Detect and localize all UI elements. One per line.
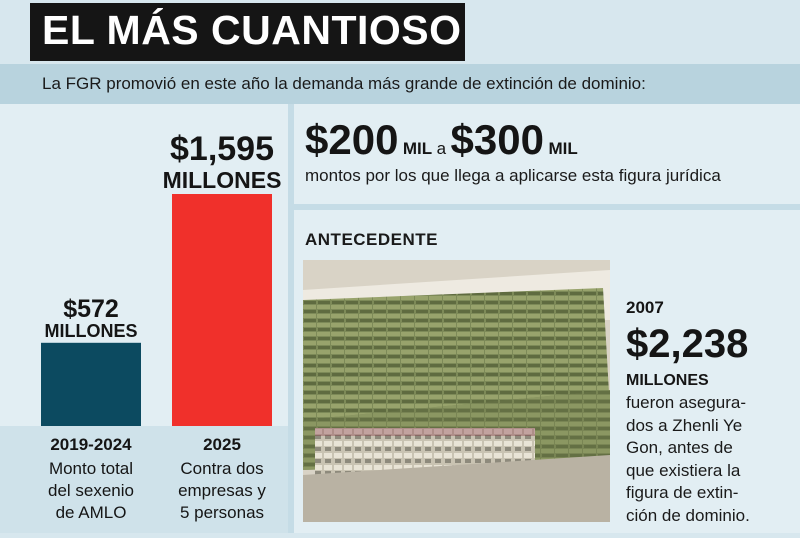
bar-description-line: empresas y (178, 481, 266, 500)
antecedente-unit: MILLONES (626, 372, 709, 389)
title-block: EL MÁS CUANTIOSO (30, 3, 465, 61)
antecedente-description-line: dos a Zhenli Ye (626, 415, 743, 435)
bar-2025 (172, 194, 272, 426)
bar-description-line: Monto total (49, 459, 133, 478)
bar-category-label: 2025 (203, 435, 241, 454)
antecedente-heading: ANTECEDENTE (305, 230, 439, 249)
bar-description-line: de AMLO (56, 503, 127, 522)
bar-category-label: 2019-2024 (50, 435, 132, 454)
antecedente-year: 2007 (626, 298, 664, 317)
antecedente-description-line: que existiera la (626, 460, 741, 480)
bar-value-unit: MILLONES (45, 321, 138, 341)
range-low: $200 (305, 116, 399, 163)
intro-text: La FGR promovió en este año la demanda m… (42, 74, 646, 93)
category-band (0, 426, 288, 533)
money-stack-photo (303, 260, 610, 522)
range-description: montos por los que llega a aplicarse est… (305, 166, 721, 185)
bar-value-label: $1,595 (170, 130, 274, 168)
bar-chart-panel: $572 MILLONES 2019-2024 Monto total del sexe… (0, 104, 288, 533)
bar-description-line: Contra dos (180, 459, 263, 478)
bar-2019-2024 (41, 342, 141, 426)
range-low-unit: MIL (402, 139, 433, 158)
bar-value-label: $572 (63, 295, 119, 323)
intro-band: La FGR promovió en este año la demanda m… (0, 64, 800, 104)
antecedente-description-line: fueron asegura- (626, 393, 747, 412)
bar-description-line: del sexenio (48, 481, 134, 500)
range-high: $300 (450, 116, 544, 163)
title-bar: EL MÁS CUANTIOSO (0, 0, 800, 64)
antecedente-amount: $2,238 (626, 322, 749, 366)
antecedente-description-line: ción de dominio. (626, 505, 750, 525)
range-high-unit: MIL (548, 139, 578, 158)
antecedente-description-line: Gon, antes de (626, 438, 733, 457)
range-connector: a (436, 139, 447, 158)
money-photo-illustration (303, 260, 610, 522)
page-title: EL MÁS CUANTIOSO (42, 7, 462, 53)
bar-value-unit: MILLONES (163, 167, 282, 193)
divider (288, 204, 800, 210)
range-values: $200 MIL a $300 MIL (305, 116, 578, 164)
antecedente-description-line: figura de extin- (626, 483, 739, 502)
bar-description-line: 5 personas (180, 503, 264, 522)
range-panel (288, 104, 800, 204)
antecedente-description: fueron asegura- dos a Zhenli Ye Gon, ant… (626, 392, 766, 527)
